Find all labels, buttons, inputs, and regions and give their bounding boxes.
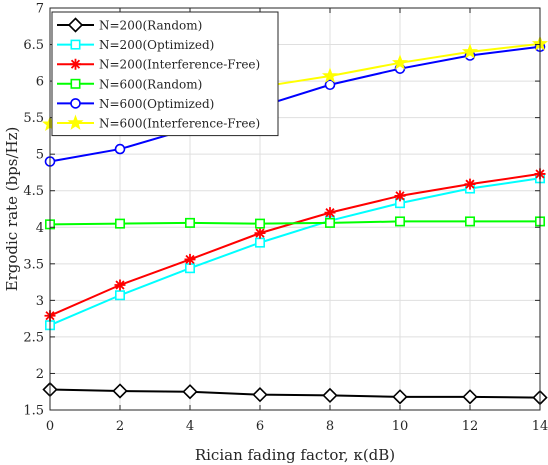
legend: N=200(Random) N=200(Optimized) N=200(Inter… (51, 11, 279, 137)
data-point (114, 279, 126, 291)
legend-marker (67, 17, 84, 33)
data-point (394, 216, 405, 227)
series-line (49, 177, 541, 327)
data-point (255, 237, 266, 248)
x-tick-label: 12 (462, 419, 479, 434)
legend-entry: N=600(Random) (57, 77, 202, 91)
series-line (49, 388, 541, 399)
legend-entry: N=600(Optimized) (57, 97, 214, 111)
data-point (112, 383, 128, 399)
legend-marker (67, 114, 84, 130)
axes (49, 7, 541, 411)
legend-label: N=200(Random) (99, 19, 202, 33)
x-tick-label: 6 (256, 419, 264, 434)
series-line (49, 45, 541, 163)
data-point (391, 54, 409, 70)
data-point (464, 178, 476, 190)
data-point (185, 217, 196, 228)
legend-label: N=200(Interference-Free) (99, 58, 260, 72)
legend-label: N=200(Optimized) (99, 38, 214, 52)
data-point (252, 387, 268, 403)
y-tick-label: 5 (36, 148, 44, 163)
y-tick-label: 2.5 (23, 330, 44, 345)
data-point (464, 216, 475, 227)
data-point (254, 227, 266, 239)
legend-marker (70, 78, 81, 89)
y-tick-label: 2 (36, 367, 44, 382)
legend-marker (70, 58, 81, 70)
data-point (394, 190, 406, 202)
x-tick-label: 4 (186, 419, 194, 434)
data-point (185, 263, 196, 274)
data-point (461, 43, 479, 59)
y-axis-label: Ergodic rate (bps/Hz) (3, 127, 21, 292)
data-point (322, 387, 338, 404)
data-point (115, 290, 126, 301)
data-point (184, 253, 196, 265)
series-layer (41, 35, 548, 406)
x-axis-label: Rician fading factor, κ(dB) (195, 446, 395, 464)
y-tick-label: 3 (36, 294, 44, 309)
y-tick-label: 7 (36, 2, 44, 17)
x-tick-label: 8 (326, 419, 334, 434)
y-tick-label: 6.5 (23, 38, 44, 53)
legend-entry: N=200(Optimized) (57, 38, 214, 52)
data-point (115, 218, 126, 229)
legend-label: N=600(Interference-Free) (99, 117, 260, 131)
plot-frame (49, 7, 541, 411)
legend-marker (70, 39, 81, 50)
series-line (49, 220, 540, 226)
data-point (114, 143, 126, 155)
data-point (182, 384, 198, 400)
legend-entry: N=200(Random) (57, 17, 202, 33)
legend-box (51, 11, 279, 137)
tick-labels: 0 2 4 6 8 10 12 14 1.5 2 2.5 3 3.5 4 4.5 5 5.5 6 6.5 7 (23, 2, 548, 435)
data-point (324, 207, 336, 219)
legend-marker (70, 98, 81, 109)
data-point (324, 217, 335, 228)
legend-entry: N=600(Interference-Free) (57, 114, 260, 131)
legend-label: N=600(Random) (99, 77, 202, 91)
legend-entry: N=200(Interference-Free) (57, 58, 260, 72)
y-tick-label: 6 (36, 75, 44, 90)
legend-label: N=600(Optimized) (99, 97, 214, 111)
data-point (462, 389, 478, 405)
x-tick-label: 2 (116, 419, 124, 434)
y-tick-label: 3.5 (23, 257, 44, 272)
series-1 (44, 173, 545, 331)
data-point (321, 67, 339, 83)
y-tick-label: 5.5 (23, 111, 44, 126)
y-tick-label: 4.5 (23, 184, 44, 199)
data-point (324, 79, 336, 91)
data-point (392, 389, 408, 405)
y-tick-label: 4 (36, 221, 44, 236)
data-point (255, 218, 266, 229)
y-tick-label: 1.5 (23, 404, 44, 419)
x-tick-label: 0 (46, 419, 54, 434)
x-tick-label: 14 (532, 419, 548, 434)
x-tick-label: 10 (392, 419, 409, 434)
series-0 (42, 381, 548, 406)
